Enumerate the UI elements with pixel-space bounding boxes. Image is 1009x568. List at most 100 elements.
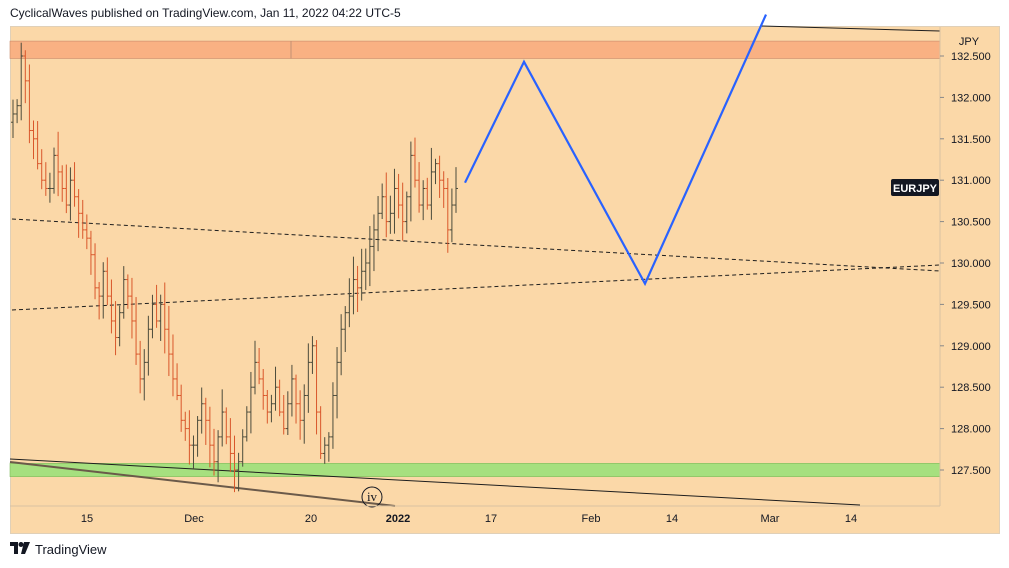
ohlc-bar xyxy=(277,379,282,417)
x-tick-label: 17 xyxy=(485,513,497,525)
ohlc-bar xyxy=(154,284,159,328)
ohlc-bar xyxy=(162,282,167,354)
ohlc-bar xyxy=(64,164,69,214)
ohlc-bar xyxy=(240,429,245,467)
ohlc-bar xyxy=(158,294,163,341)
ohlc-bar xyxy=(93,243,98,300)
ohlc-bar xyxy=(294,374,299,424)
ohlc-bar xyxy=(273,366,278,411)
ohlc-bar xyxy=(39,149,44,190)
ohlc-bar xyxy=(347,278,352,328)
ohlc-bar xyxy=(207,406,212,468)
ohlc-bar xyxy=(15,99,20,124)
ohlc-bar xyxy=(134,297,139,365)
ohlc-bar xyxy=(433,158,438,185)
publisher-header: CyclicalWaves published on TradingView.c… xyxy=(10,6,401,20)
ohlc-bar xyxy=(371,214,376,272)
symbol-price-tag[interactable]: EURJPY xyxy=(891,179,939,196)
ohlc-bar xyxy=(27,64,32,144)
svg-text:EURJPY: EURJPY xyxy=(893,183,938,195)
x-tick-label: 20 xyxy=(305,513,317,525)
ohlc-bar xyxy=(76,189,81,238)
ohlc-bar xyxy=(191,435,196,470)
y-tick-label: 129.000 xyxy=(951,341,991,353)
ohlc-bar xyxy=(302,384,307,444)
ohlc-bar xyxy=(19,42,24,121)
ohlc-bar xyxy=(441,171,446,208)
ohlc-bar xyxy=(146,315,151,376)
lower-dashed-trendline xyxy=(11,264,941,311)
ohlc-bar xyxy=(183,411,188,441)
ohlc-bar xyxy=(408,141,413,222)
ohlc-bar xyxy=(367,226,372,287)
ohlc-bar xyxy=(330,382,335,449)
ohlc-bar xyxy=(121,266,126,319)
ohlc-bar xyxy=(412,137,417,188)
ohlc-bar xyxy=(52,147,57,194)
tradingview-brand: TradingView xyxy=(35,542,107,557)
ohlc-bar xyxy=(105,257,110,306)
y-tick-label: 131.500 xyxy=(951,134,991,146)
ohlc-bar xyxy=(384,172,389,238)
ohlc-bar xyxy=(216,430,221,483)
ohlc-bar xyxy=(43,162,48,196)
ohlc-bar xyxy=(248,371,253,434)
ohlc-bar xyxy=(224,407,229,445)
y-tick-label: 129.500 xyxy=(951,299,991,311)
ohlc-bar xyxy=(314,340,319,435)
ohlc-bar xyxy=(101,262,106,319)
ohlc-bar xyxy=(138,340,143,394)
chart-panel[interactable] xyxy=(10,26,1000,534)
ohlc-bar xyxy=(351,256,356,315)
y-tick-label: 132.500 xyxy=(951,51,991,63)
ohlc-bar xyxy=(376,196,381,252)
tradingview-logo-icon xyxy=(10,542,30,557)
ohlc-bar xyxy=(232,435,237,493)
y-tick-label: 128.000 xyxy=(951,424,991,436)
ohlc-bar xyxy=(211,428,216,476)
ohlc-bar xyxy=(417,162,422,213)
ohlc-bar xyxy=(166,305,171,377)
ohlc-bar xyxy=(113,301,118,356)
solid-trendline-lower xyxy=(9,461,396,507)
ohlc-bar xyxy=(170,334,175,397)
ohlc-bar xyxy=(80,199,85,239)
top-right-trendline xyxy=(759,25,941,32)
ohlc-bar xyxy=(142,349,147,401)
wave-iv-label: iv xyxy=(361,486,383,508)
ohlc-bar xyxy=(425,177,430,210)
ohlc-bar xyxy=(326,432,331,462)
projection-path xyxy=(464,14,768,287)
y-tick-label: 132.000 xyxy=(951,92,991,104)
ohlc-bar xyxy=(265,390,270,424)
ohlc-bar xyxy=(35,121,40,170)
ohlc-bar xyxy=(289,364,294,417)
ohlc-bar xyxy=(203,397,208,445)
ohlc-bar xyxy=(228,418,233,473)
tradingview-footer[interactable]: TradingView xyxy=(10,542,107,557)
y-tick-label: 128.500 xyxy=(951,382,991,394)
ohlc-bar xyxy=(318,406,323,459)
ohlc-bar xyxy=(244,406,249,442)
ohlc-bar xyxy=(400,182,405,241)
ohlc-bar xyxy=(339,314,344,376)
y-tick-label: 131.000 xyxy=(951,175,991,187)
ohlc-bar xyxy=(31,120,36,160)
ohlc-bar xyxy=(97,282,102,320)
ohlc-bar xyxy=(195,416,200,457)
ohlc-bar xyxy=(47,172,52,203)
ohlc-bar xyxy=(11,99,15,138)
ohlc-bar xyxy=(298,390,303,440)
ohlc-bar xyxy=(445,178,450,253)
ohlc-bar xyxy=(199,387,204,434)
x-tick-label: 15 xyxy=(81,513,93,525)
x-tick-label: Dec xyxy=(184,513,204,525)
ohlc-bar xyxy=(355,265,360,312)
ohlc-bar xyxy=(257,347,262,385)
ohlc-bar xyxy=(88,230,93,275)
ohlc-bar xyxy=(236,452,241,492)
x-tick-label: Mar xyxy=(761,513,780,525)
ohlc-bar xyxy=(454,167,458,213)
ohlc-bar xyxy=(253,340,258,395)
